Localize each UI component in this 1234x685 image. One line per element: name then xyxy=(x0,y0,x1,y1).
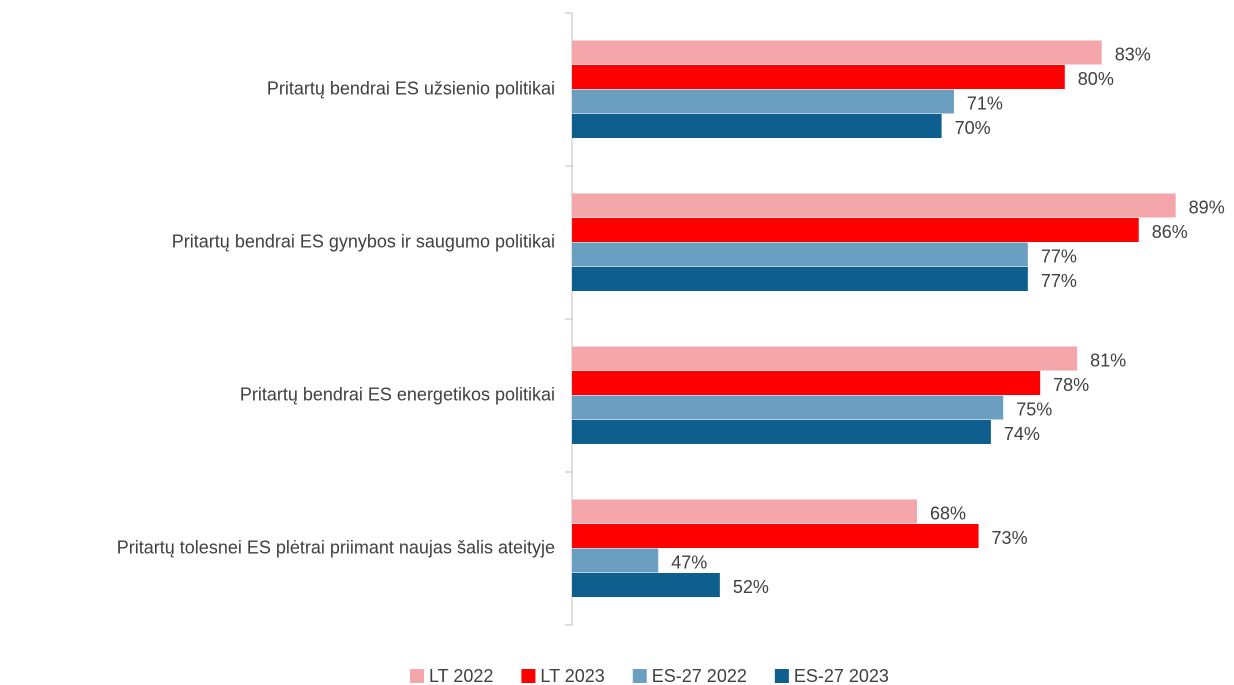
bar xyxy=(572,114,942,138)
legend-swatch xyxy=(774,669,789,683)
bar xyxy=(572,420,991,444)
legend-label: ES-27 2022 xyxy=(652,666,747,685)
bar xyxy=(572,89,954,114)
bar xyxy=(572,371,1041,395)
legend-label: ES-27 2023 xyxy=(794,666,889,685)
bar xyxy=(572,267,1028,291)
value-label: 78% xyxy=(1053,375,1089,395)
value-label: 89% xyxy=(1189,198,1225,218)
bar xyxy=(572,218,1139,242)
bar xyxy=(572,242,1028,267)
legend-swatch xyxy=(521,669,536,683)
value-label: 47% xyxy=(671,553,707,573)
value-label: 80% xyxy=(1078,69,1114,89)
value-label: 83% xyxy=(1115,45,1151,65)
value-label: 74% xyxy=(1004,424,1040,444)
bar xyxy=(572,346,1078,371)
legend-label: LT 2023 xyxy=(540,666,604,685)
category-label: Pritartų bendrai ES užsienio politikai xyxy=(267,78,555,98)
legend-label: LT 2022 xyxy=(429,666,493,685)
bar xyxy=(572,40,1102,65)
value-label: 77% xyxy=(1041,271,1077,291)
legend-swatch xyxy=(410,669,424,683)
category-label: Pritartų bendrai ES energetikos politika… xyxy=(240,384,555,404)
bar xyxy=(572,499,917,524)
value-label: 86% xyxy=(1152,222,1188,242)
bar xyxy=(572,524,979,548)
value-label: 81% xyxy=(1090,351,1126,371)
value-label: 52% xyxy=(733,577,769,597)
category-label: Pritartų tolesnei ES plėtrai priimant na… xyxy=(117,537,555,557)
category-label: Pritartų bendrai ES gynybos ir saugumo p… xyxy=(172,231,555,251)
value-label: 70% xyxy=(955,118,991,138)
value-label: 77% xyxy=(1041,247,1077,267)
bar xyxy=(572,65,1065,89)
legend-swatch xyxy=(632,669,647,683)
value-label: 68% xyxy=(930,504,966,524)
value-label: 75% xyxy=(1016,400,1052,420)
bar xyxy=(572,395,1004,420)
value-label: 73% xyxy=(992,528,1028,548)
bar xyxy=(572,573,720,597)
value-label: 71% xyxy=(967,94,1003,114)
bar xyxy=(572,193,1176,218)
bar xyxy=(572,548,659,573)
